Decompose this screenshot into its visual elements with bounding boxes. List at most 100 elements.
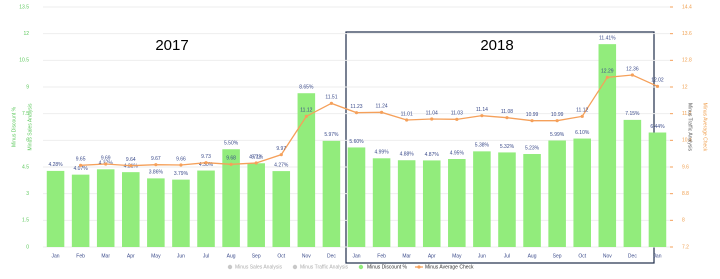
- annotation: 2017: [155, 37, 188, 54]
- line-point: [129, 164, 133, 168]
- line-label: 11.04: [426, 110, 438, 116]
- bar: [96, 169, 115, 247]
- line-label: 9.68: [226, 156, 236, 162]
- x-tick-label: Nov: [603, 253, 612, 259]
- bar: [297, 93, 316, 247]
- y2-tick-label: 12: [682, 84, 688, 90]
- line-label: 9.64: [126, 157, 136, 163]
- bar-label: 4.71%: [249, 155, 264, 161]
- y-tick-label: 6: [26, 138, 29, 144]
- bar-label: 5.38%: [475, 143, 490, 149]
- line-label: 9.69: [101, 155, 111, 161]
- y2-tick-label: 10.4: [682, 138, 692, 144]
- y-tick-label: 3: [26, 191, 29, 197]
- bar: [122, 172, 140, 247]
- y2-tick-label: 9.6: [682, 164, 689, 170]
- bar-label: 4.87%: [425, 152, 440, 158]
- line-label: 11.03: [451, 111, 463, 117]
- y-tick-label: 7.5: [22, 111, 29, 117]
- x-tick-label: Dec: [327, 253, 336, 259]
- bar-label: 5.97%: [324, 132, 339, 138]
- line-label: 11.08: [501, 109, 513, 115]
- y-tick-label: 4.5: [22, 164, 29, 170]
- line-label: 12.02: [651, 78, 664, 84]
- y-tick-label: 10.5: [19, 58, 29, 64]
- x-tick-label: Aug: [528, 253, 537, 259]
- bar-label: 4.30%: [199, 162, 214, 168]
- y-tick-label: 12: [23, 31, 29, 37]
- y-tick-label: 13.5: [19, 4, 29, 10]
- line-point: [279, 153, 283, 157]
- x-tick-label: Apr: [428, 253, 436, 259]
- legend-marker: [227, 264, 233, 270]
- line-point: [379, 110, 384, 114]
- line-point: [229, 162, 233, 166]
- bar: [573, 138, 591, 247]
- line-label: 9.65: [76, 157, 86, 163]
- x-tick-label: Jul: [504, 253, 510, 259]
- bar-label: 5.50%: [224, 141, 239, 147]
- line-point: [405, 118, 409, 122]
- annotation: 2018: [480, 37, 513, 54]
- bar: [222, 149, 240, 247]
- line-label: 11.12: [300, 108, 312, 114]
- line-point: [605, 75, 609, 79]
- line-label: 12.29: [601, 69, 614, 75]
- legend-label: Minus Traffic Analysis: [300, 264, 348, 270]
- line-point: [580, 114, 584, 118]
- y2-tick-label: 7.2: [682, 244, 689, 250]
- bar: [172, 179, 190, 247]
- x-tick-label: Jul: [203, 253, 209, 259]
- y2-axis-title: Minus Traffic Analysis: [687, 103, 693, 151]
- line-point: [79, 163, 83, 167]
- x-tick-label: Nov: [302, 253, 311, 259]
- line-label: 11.23: [350, 104, 362, 110]
- bar-label: 6.44%: [650, 124, 665, 130]
- bar-label: 5.60%: [349, 139, 364, 145]
- y2-tick-label: 11.2: [682, 111, 692, 117]
- line-point: [630, 73, 634, 77]
- bar: [272, 171, 291, 247]
- legend-marker: [292, 264, 298, 270]
- legend-label: Minus Sales Analysis: [235, 264, 282, 270]
- x-tick-label: May: [151, 253, 161, 259]
- bar: [523, 154, 541, 247]
- line-label: 12.36: [626, 66, 639, 72]
- line-point: [254, 161, 258, 165]
- line-point: [530, 119, 534, 123]
- y-tick-label: 9: [26, 84, 29, 90]
- bar: [548, 140, 566, 247]
- x-tick-label: Sep: [553, 253, 562, 259]
- bar-label: 3.86%: [149, 170, 164, 176]
- bar-label: 7.15%: [625, 111, 640, 117]
- x-tick-label: Jan: [52, 253, 60, 259]
- bar: [623, 119, 642, 247]
- bar: [46, 170, 65, 247]
- line-point: [455, 117, 459, 121]
- bar: [422, 160, 441, 247]
- line-point: [354, 111, 359, 115]
- bar: [147, 178, 165, 247]
- y-tick-label: 0: [26, 244, 29, 250]
- x-tick-label: Oct: [277, 253, 285, 259]
- x-tick-label: Mar: [402, 253, 411, 259]
- bar-label: 11.41%: [599, 35, 616, 41]
- bar: [71, 174, 90, 247]
- line-label: 9.97: [276, 146, 286, 152]
- bar: [498, 152, 516, 247]
- line-label: 10.99: [551, 112, 564, 118]
- line-label: 9.72: [251, 154, 261, 160]
- bar: [247, 163, 265, 247]
- line-point: [505, 116, 509, 120]
- line-label: 10.99: [526, 112, 539, 118]
- line-point: [154, 163, 158, 167]
- y2-tick-label: 8: [682, 218, 685, 224]
- x-tick-label: Jan: [352, 253, 360, 259]
- legend-label: Minus Average Check: [425, 264, 474, 270]
- line-point: [555, 119, 559, 123]
- x-tick-label: Mar: [101, 253, 110, 259]
- line-label: 9.66: [176, 156, 186, 162]
- line-point: [430, 117, 434, 121]
- bar-label: 4.27%: [274, 162, 289, 168]
